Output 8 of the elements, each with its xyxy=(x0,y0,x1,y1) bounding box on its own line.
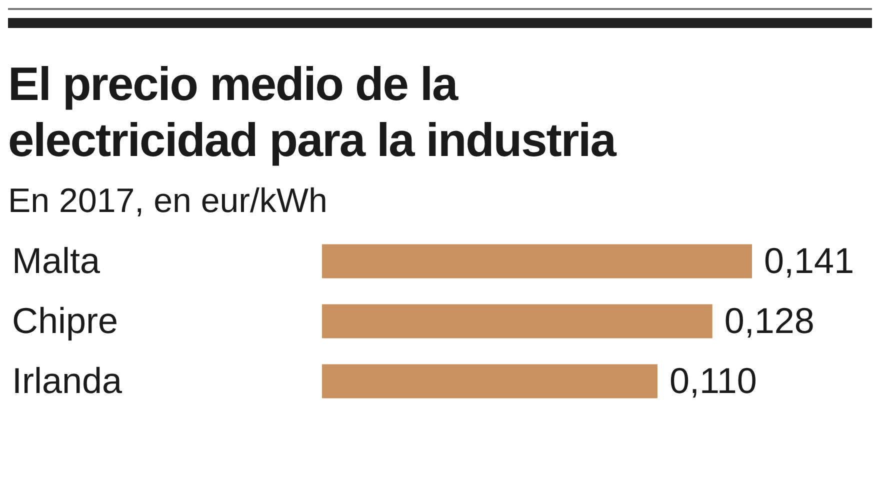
y-tick-label: Chipre xyxy=(12,300,118,341)
y-tick-label: Malta xyxy=(12,240,102,281)
chart-title: El precio medio de la electricidad para la industria xyxy=(8,56,618,168)
data-label: 0,128 xyxy=(724,300,814,342)
y-tick-label: Irlanda xyxy=(12,360,124,401)
data-label: 0,141 xyxy=(764,240,854,282)
chart-subtitle: En 2017, en eur/kWh xyxy=(8,182,328,221)
data-label: 0,110 xyxy=(669,360,757,402)
